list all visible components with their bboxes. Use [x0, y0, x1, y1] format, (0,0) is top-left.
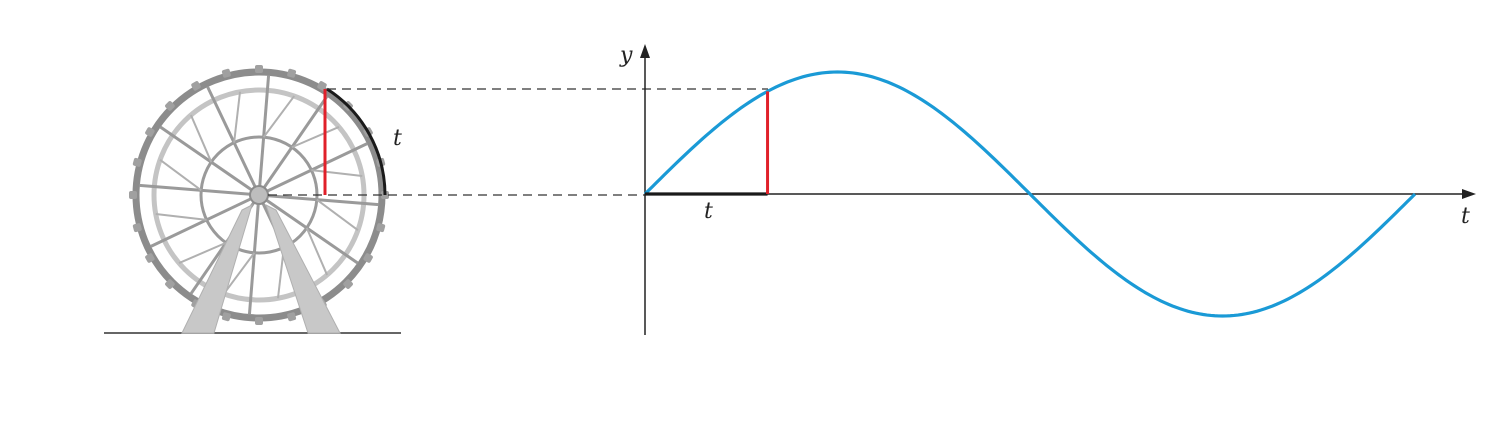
wheel-spoke: [139, 183, 260, 197]
wheel-gondola: [343, 279, 353, 289]
wheel-gondola: [221, 312, 231, 322]
wheel-spoke: [257, 75, 271, 196]
wheel-brace: [233, 91, 242, 143]
wheel-gondola: [132, 157, 142, 167]
wheel-gondola: [376, 223, 386, 233]
wheel-spoke: [258, 193, 379, 207]
wheel-gondola: [145, 253, 155, 263]
wheel-arc-t: [326, 87, 387, 196]
t-axis-arrow: [1462, 189, 1476, 199]
wheel-gondola: [145, 127, 155, 137]
wheel-gondola: [287, 68, 297, 78]
sine-curve: [643, 70, 1417, 318]
wheel-brace: [311, 169, 363, 178]
wheel-support-right: [265, 204, 341, 334]
y-axis-label: y: [619, 43, 633, 68]
wheel-arc-label: t: [393, 126, 402, 151]
wheel-gondola: [287, 312, 297, 322]
wheel-spoke: [247, 194, 261, 315]
wheel-spoke: [149, 193, 260, 248]
wheel-spoke: [206, 85, 261, 196]
wheel-brace: [223, 252, 256, 295]
wheel-gondola: [255, 65, 263, 73]
t-axis-label: t: [1461, 204, 1470, 229]
y-axis-arrow: [640, 44, 650, 58]
wheel-spoke: [159, 125, 260, 197]
wheel-gondola: [363, 253, 373, 263]
wheel-gondola: [317, 81, 327, 91]
wheel-hub: [249, 185, 269, 205]
wheel-brace: [155, 212, 207, 221]
wheel-brace: [291, 126, 340, 149]
ferris-wheel: t: [104, 65, 402, 334]
wheel-gondolas: [129, 65, 389, 325]
wheel-gondola: [165, 279, 175, 289]
wheel-gondola: [221, 68, 231, 78]
wheel-brace: [262, 95, 295, 138]
wheel-gondola: [132, 223, 142, 233]
wheel-spoke: [257, 95, 329, 196]
wheel-gondola: [255, 317, 263, 325]
wheel-spoke: [258, 142, 369, 197]
wheel-brace: [178, 241, 227, 264]
wheel-gondola: [191, 81, 201, 91]
wheel-brace: [316, 198, 359, 231]
t-segment-label: t: [704, 199, 713, 224]
wheel-gondola: [129, 191, 137, 199]
wheel-support-left: [181, 204, 253, 334]
sine-graph: y t t: [619, 43, 1476, 335]
wheel-spoke: [258, 193, 359, 265]
wheel-gondola: [165, 101, 175, 111]
wheel-brace: [190, 114, 213, 163]
wheel-brace: [159, 159, 202, 192]
wheel-brace: [305, 227, 328, 276]
